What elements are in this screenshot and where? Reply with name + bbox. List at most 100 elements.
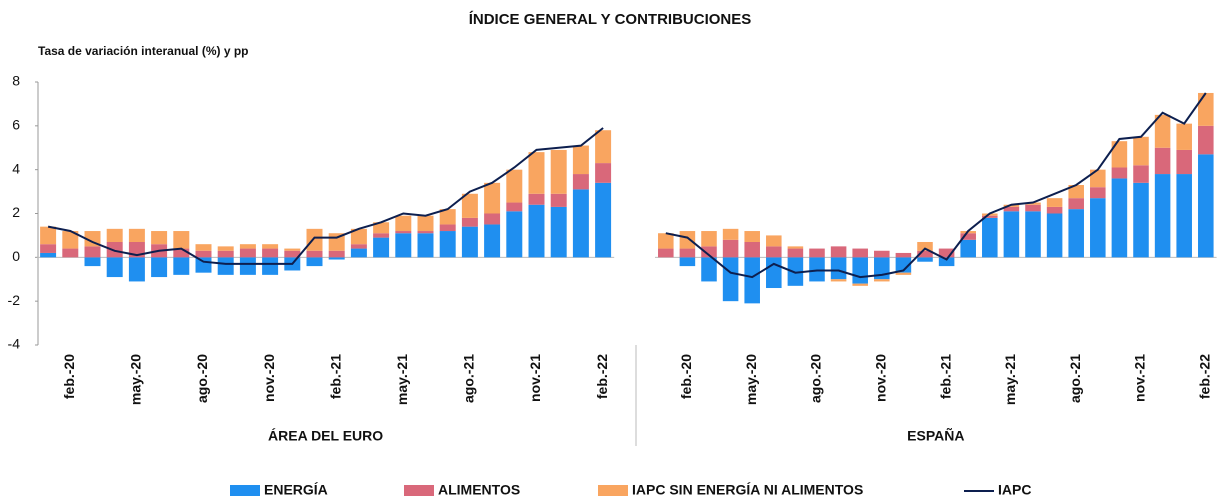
bar-segment xyxy=(744,257,760,304)
x-tick-label: nov.-21 xyxy=(527,354,543,402)
legend-swatch xyxy=(598,485,628,496)
bar-segment xyxy=(852,257,868,284)
bar-segment xyxy=(852,248,868,258)
y-tick-label: 0 xyxy=(12,248,20,264)
bar-segment xyxy=(350,228,367,245)
bar-segment xyxy=(1198,92,1214,126)
bar-segment xyxy=(787,246,804,249)
bar-segment xyxy=(461,226,478,258)
bar-segment xyxy=(262,248,279,258)
bar-segment xyxy=(852,283,868,286)
x-tick-label: feb.-20 xyxy=(61,354,77,399)
bar-segment xyxy=(1003,211,1020,258)
bar-segment xyxy=(151,257,168,278)
x-tick-label: ago.-21 xyxy=(461,354,477,403)
bar-segment xyxy=(1090,169,1106,188)
bar-segment xyxy=(239,248,256,258)
bar-segment xyxy=(960,239,976,258)
bar-segment xyxy=(461,217,478,227)
bar-segment xyxy=(506,211,523,258)
bar-segment xyxy=(506,169,523,203)
bar-segment xyxy=(1176,174,1192,258)
bar-segment xyxy=(1133,136,1149,166)
bar-segment xyxy=(350,244,367,249)
bar-segment xyxy=(284,248,301,251)
bar-segment xyxy=(62,248,79,258)
bar-segment xyxy=(395,233,412,258)
x-tick-label: nov.-20 xyxy=(873,354,889,402)
bar-segment xyxy=(701,246,717,258)
bar-segment xyxy=(1154,114,1171,148)
bar-segment xyxy=(1068,209,1084,258)
legend-label: ENERGÍA xyxy=(264,482,328,498)
bar-segment xyxy=(1046,206,1063,214)
bar-segment xyxy=(1198,154,1214,258)
bar-segment xyxy=(874,250,890,258)
bar-segment xyxy=(1090,187,1106,199)
y-tick-label: 8 xyxy=(12,73,20,89)
bar-segment xyxy=(830,257,847,280)
bar-segment xyxy=(484,213,501,225)
bar-segment xyxy=(982,217,998,258)
legend-label: ALIMENTOS xyxy=(438,482,520,498)
x-tick-label: feb.-20 xyxy=(678,354,694,399)
bar-segment xyxy=(439,224,456,232)
bar-segment xyxy=(395,231,412,234)
bar-segment xyxy=(679,257,696,267)
bar-segment xyxy=(417,233,434,258)
bar-segment xyxy=(528,152,545,194)
x-tick-label: ago.-20 xyxy=(194,354,210,403)
bar-segment xyxy=(484,224,501,258)
bar-segment xyxy=(1068,185,1084,199)
x-tick-label: may.-21 xyxy=(1002,354,1018,405)
legend-swatch xyxy=(404,485,434,496)
bar-segment xyxy=(195,257,212,273)
bar-segment xyxy=(373,237,390,258)
bar-segment xyxy=(595,163,612,183)
legend-label: IAPC SIN ENERGÍA NI ALIMENTOS xyxy=(632,482,863,498)
bar-segment xyxy=(373,222,390,234)
bar-segment xyxy=(550,206,567,258)
bar-segment xyxy=(701,231,717,247)
bar-segment xyxy=(809,248,825,258)
bar-segment xyxy=(106,257,123,278)
y-tick-label: 6 xyxy=(12,117,20,133)
bar-segment xyxy=(787,248,804,258)
bar-segment xyxy=(484,182,501,214)
bar-segment xyxy=(744,231,760,242)
bar-segment xyxy=(128,228,145,242)
bar-segment xyxy=(84,246,101,258)
bar-segment xyxy=(766,257,782,289)
bar-segment xyxy=(284,250,301,258)
bar-segment xyxy=(787,257,804,286)
bar-segment xyxy=(658,233,674,249)
bar-segment xyxy=(1068,198,1084,210)
bar-segment xyxy=(306,257,323,267)
bar-segment xyxy=(239,244,256,249)
bar-segment xyxy=(106,241,123,258)
bar-segment xyxy=(1111,141,1128,168)
bar-segment xyxy=(239,257,256,275)
bar-segment xyxy=(572,145,589,175)
bar-segment xyxy=(373,233,390,238)
bar-segment xyxy=(151,231,168,245)
y-tick-label: 2 xyxy=(12,204,20,220)
bar-segment xyxy=(262,244,279,249)
bar-segment xyxy=(830,279,847,282)
bar-segment xyxy=(722,257,739,302)
bar-segment xyxy=(722,239,739,258)
bar-segment xyxy=(217,246,234,251)
bar-segment xyxy=(895,252,912,258)
bar-segment xyxy=(895,272,912,275)
bar-segment xyxy=(874,279,890,282)
bar-segment xyxy=(960,233,976,240)
bar-segment xyxy=(439,209,456,225)
bar-segment xyxy=(744,241,760,258)
bar-segment xyxy=(679,248,696,258)
bar-segment xyxy=(528,204,545,258)
bar-segment xyxy=(62,231,79,249)
x-tick-label: ago.-20 xyxy=(808,354,824,403)
bar-segment xyxy=(328,257,345,260)
bar-segment xyxy=(1176,149,1192,175)
bar-segment xyxy=(1133,165,1149,183)
